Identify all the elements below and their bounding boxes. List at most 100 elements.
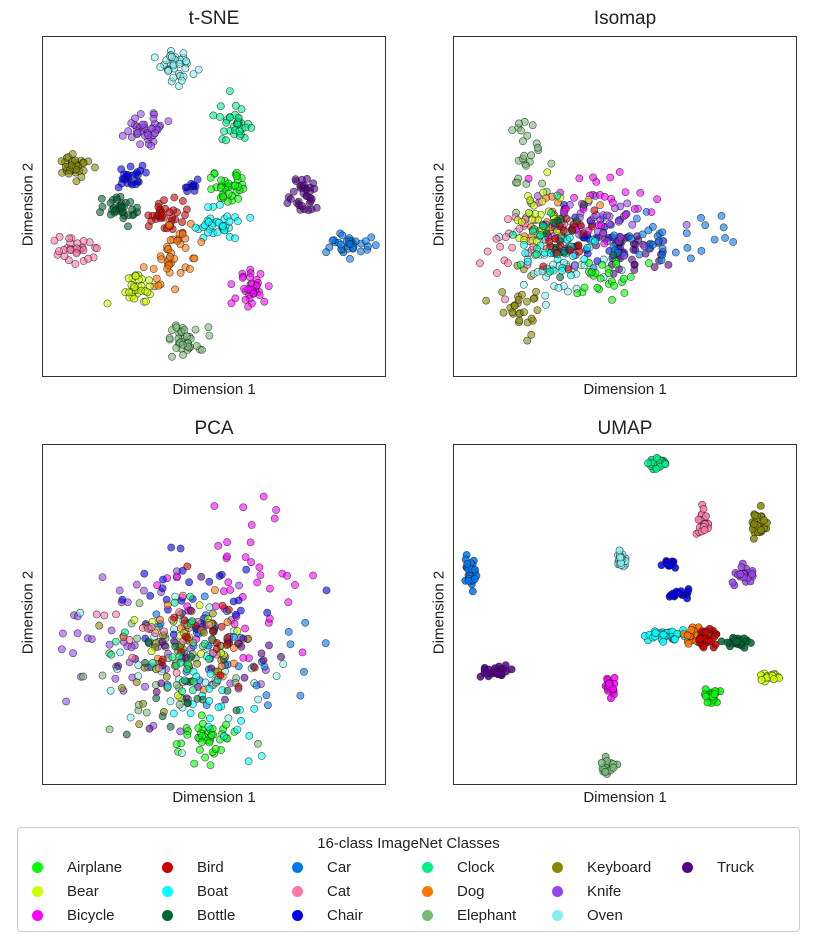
- point-bottle: [723, 638, 732, 647]
- point-cat: [172, 668, 181, 677]
- point-car: [719, 223, 728, 232]
- point-elephant: [528, 121, 537, 130]
- point-knife: [176, 727, 185, 736]
- point-knife: [140, 586, 148, 595]
- point-car: [338, 231, 347, 240]
- point-bicycle: [226, 586, 235, 594]
- point-cat: [92, 244, 101, 253]
- point-bottle: [542, 229, 551, 238]
- point-bottle: [128, 205, 136, 214]
- point-bicycle: [244, 302, 252, 311]
- point-keyboard: [523, 297, 531, 306]
- point-oven: [272, 672, 281, 680]
- isomap-plot: [453, 36, 797, 377]
- point-cat: [125, 635, 134, 644]
- point-keyboard: [57, 157, 66, 165]
- point-airplane: [224, 179, 233, 188]
- point-clock: [661, 460, 670, 469]
- point-keyboard: [510, 301, 519, 310]
- point-oven: [181, 64, 190, 73]
- legend-item-keyboard: Keyboard: [552, 856, 651, 878]
- point-knife: [132, 580, 141, 589]
- point-bicycle: [256, 269, 265, 278]
- point-elephant: [135, 599, 144, 607]
- point-truck: [650, 263, 659, 271]
- point-cat: [702, 512, 710, 521]
- point-bicycle: [270, 514, 279, 523]
- point-bird: [216, 671, 225, 680]
- point-bicycle: [253, 578, 262, 587]
- point-bottle: [171, 642, 180, 651]
- point-airplane: [197, 738, 206, 746]
- point-dog: [166, 252, 174, 261]
- point-knife: [737, 563, 746, 572]
- point-elephant: [172, 323, 181, 332]
- point-bird: [551, 234, 560, 243]
- point-airplane: [231, 181, 240, 190]
- point-chair: [146, 591, 155, 600]
- point-chair: [242, 565, 251, 574]
- point-clock: [148, 658, 157, 667]
- point-oven: [182, 57, 191, 66]
- legend-marker-bird: [162, 861, 173, 873]
- point-car: [286, 640, 295, 649]
- legend-label-knife: Knife: [587, 882, 622, 900]
- point-bicycle: [227, 299, 236, 308]
- point-chair: [158, 584, 167, 593]
- point-bear: [757, 675, 766, 684]
- point-bear: [543, 168, 552, 177]
- point-bicycle: [606, 173, 615, 182]
- point-truck: [240, 673, 249, 682]
- legend-marker-knife: [552, 885, 563, 897]
- scatter-svg: [57, 492, 331, 770]
- point-bird: [576, 221, 585, 230]
- legend-marker-bear: [32, 885, 43, 897]
- point-oven: [279, 660, 288, 668]
- point-keyboard: [139, 699, 147, 708]
- point-bird: [566, 246, 574, 255]
- point-truck: [298, 175, 306, 184]
- point-car: [346, 240, 354, 249]
- point-clock: [180, 676, 189, 685]
- point-knife: [599, 229, 607, 238]
- point-airplane: [580, 283, 589, 292]
- point-elephant: [180, 326, 189, 334]
- point-car: [300, 667, 308, 676]
- point-bottle: [106, 210, 115, 219]
- point-knife: [628, 220, 637, 229]
- point-clock: [644, 459, 652, 467]
- point-airplane: [232, 172, 241, 181]
- point-keyboard: [750, 511, 759, 520]
- point-knife: [614, 217, 623, 226]
- point-elephant: [204, 323, 213, 332]
- point-bicycle: [621, 188, 630, 196]
- point-boat: [233, 725, 242, 734]
- point-boat: [521, 249, 530, 258]
- point-elephant: [168, 352, 176, 361]
- point-cat: [694, 515, 703, 524]
- scatter-svg: [461, 453, 784, 778]
- pca-title: PCA: [194, 418, 234, 439]
- point-boat: [651, 629, 660, 637]
- point-bear: [517, 217, 526, 226]
- point-airplane: [211, 744, 220, 753]
- point-bird: [180, 616, 189, 625]
- point-clock: [226, 113, 234, 122]
- point-keyboard: [162, 672, 171, 681]
- point-clock: [532, 250, 541, 259]
- point-cat: [492, 234, 501, 243]
- point-chair: [120, 170, 128, 179]
- point-dog: [171, 285, 179, 294]
- point-oven: [177, 76, 186, 85]
- point-bicycle: [608, 198, 617, 207]
- point-knife: [728, 578, 737, 587]
- point-elephant: [175, 700, 184, 709]
- legend-marker-keyboard: [552, 861, 563, 873]
- point-bear: [143, 288, 152, 296]
- point-bottle: [97, 194, 106, 203]
- point-knife: [69, 649, 77, 658]
- legend-item-airplane: Airplane: [32, 856, 122, 878]
- point-airplane: [598, 260, 606, 269]
- point-bicycle: [600, 239, 609, 248]
- point-car: [367, 233, 376, 242]
